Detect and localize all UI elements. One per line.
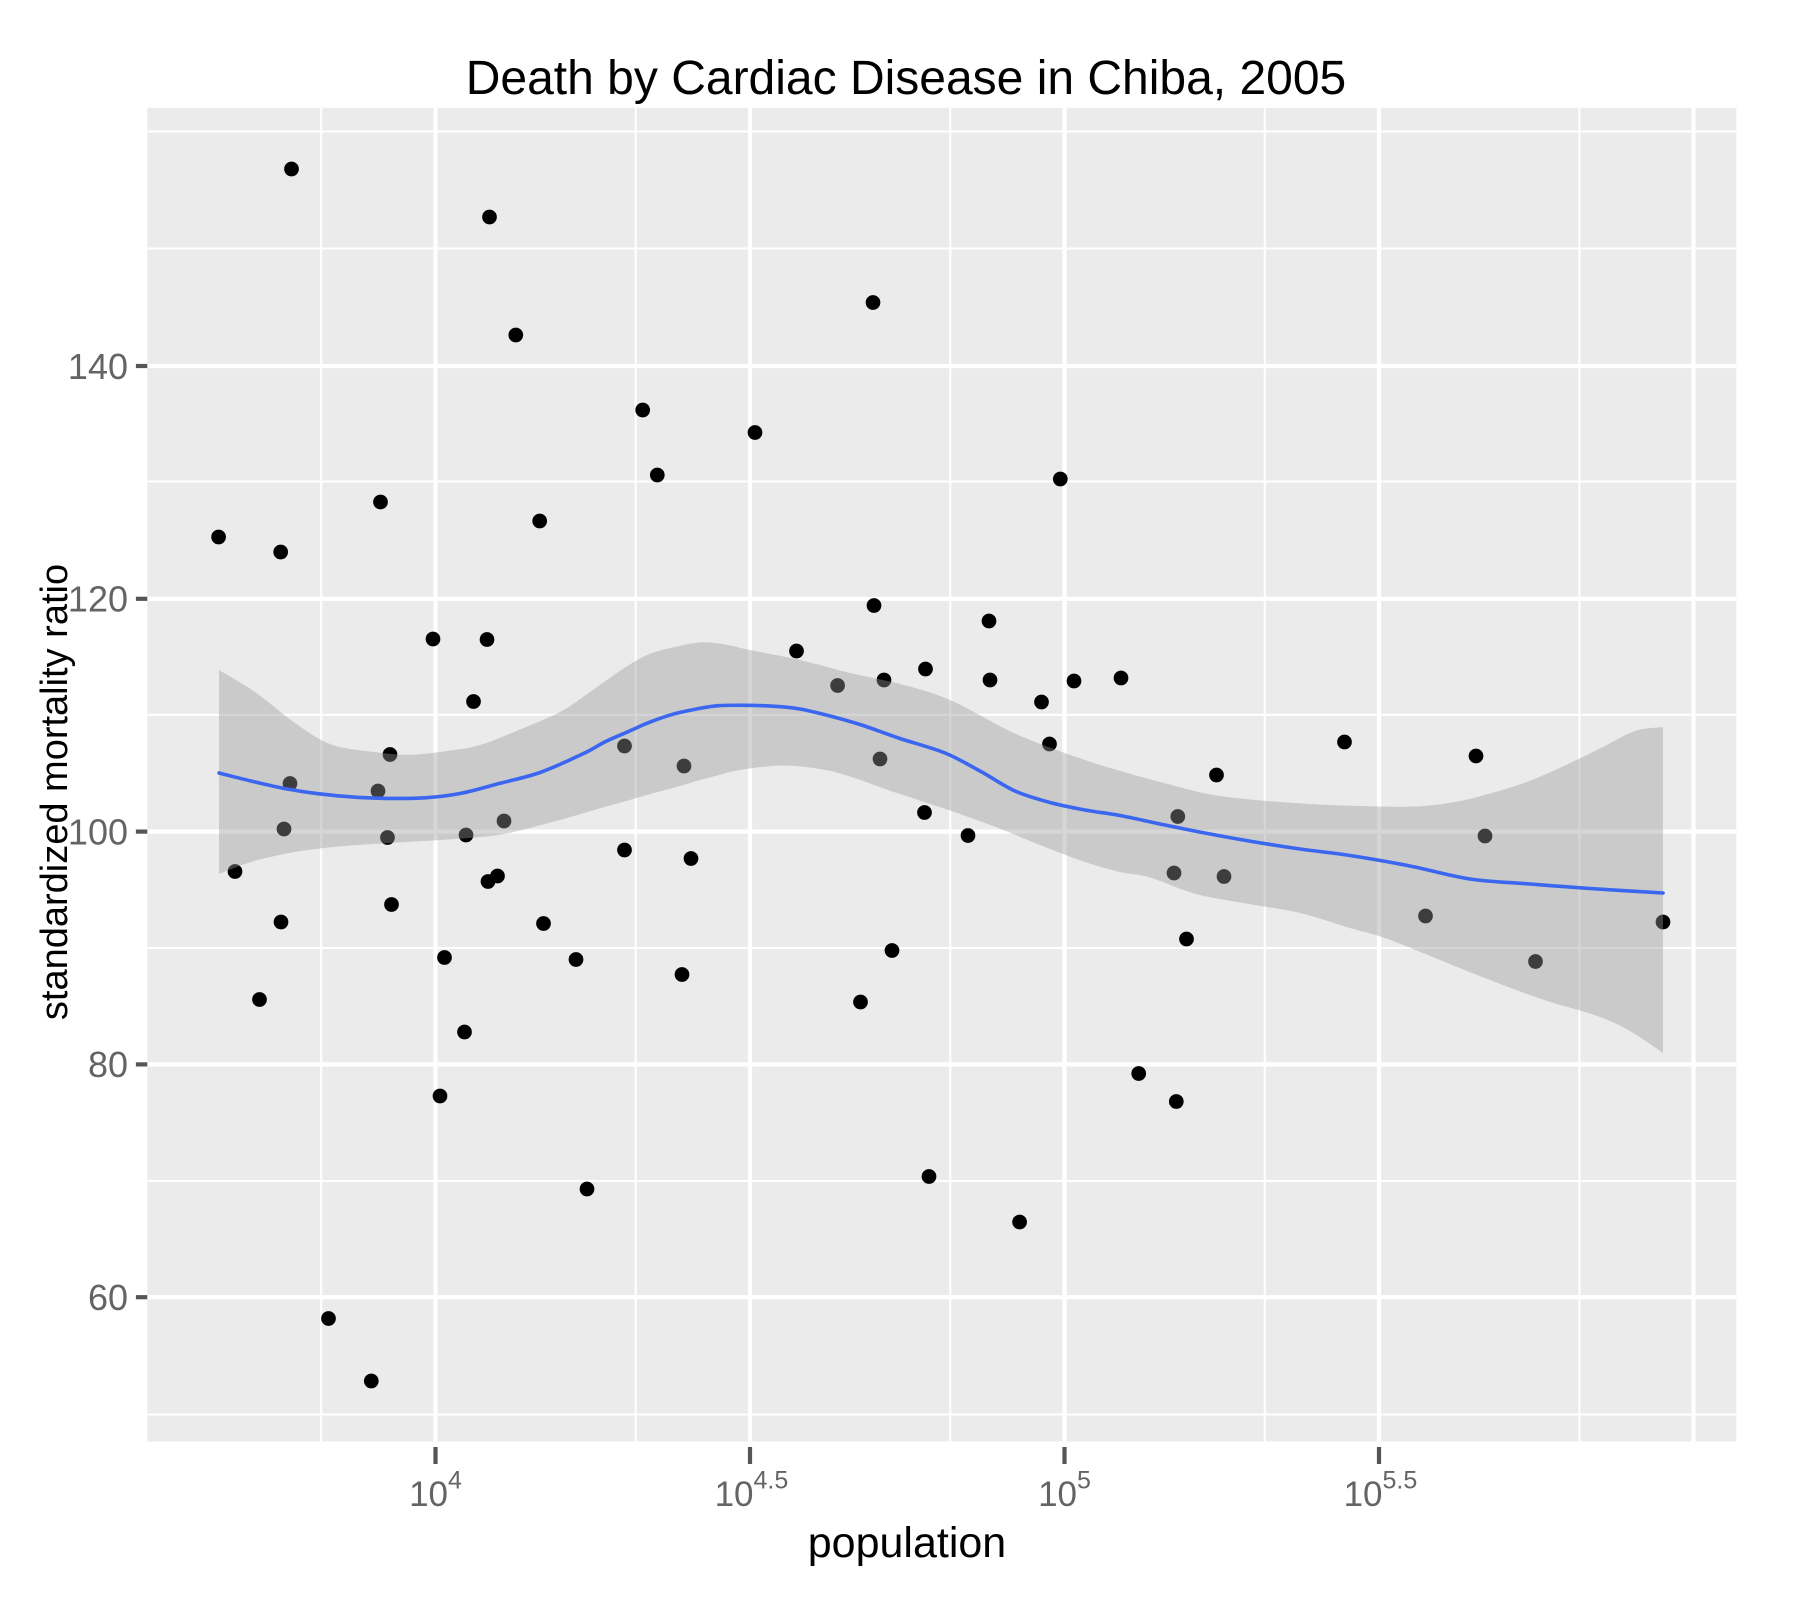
svg-text:standardized mortality ratio: standardized mortality ratio xyxy=(34,564,76,1020)
svg-text:10: 10 xyxy=(409,1475,448,1514)
svg-text:5.5: 5.5 xyxy=(1383,1467,1418,1495)
svg-text:120: 120 xyxy=(68,579,128,620)
svg-text:Death by Cardiac Disease in Ch: Death by Cardiac Disease in Chiba, 2005 xyxy=(466,52,1347,105)
svg-text:140: 140 xyxy=(68,346,128,387)
svg-text:10: 10 xyxy=(1344,1475,1383,1514)
svg-text:population: population xyxy=(808,1519,1006,1567)
svg-text:5: 5 xyxy=(1077,1467,1091,1495)
svg-text:100: 100 xyxy=(68,811,128,852)
svg-text:4: 4 xyxy=(448,1467,462,1495)
svg-text:10: 10 xyxy=(715,1475,754,1514)
svg-text:80: 80 xyxy=(88,1044,128,1085)
svg-text:4.5: 4.5 xyxy=(754,1467,789,1495)
svg-text:60: 60 xyxy=(88,1277,128,1318)
svg-text:10: 10 xyxy=(1038,1475,1077,1514)
